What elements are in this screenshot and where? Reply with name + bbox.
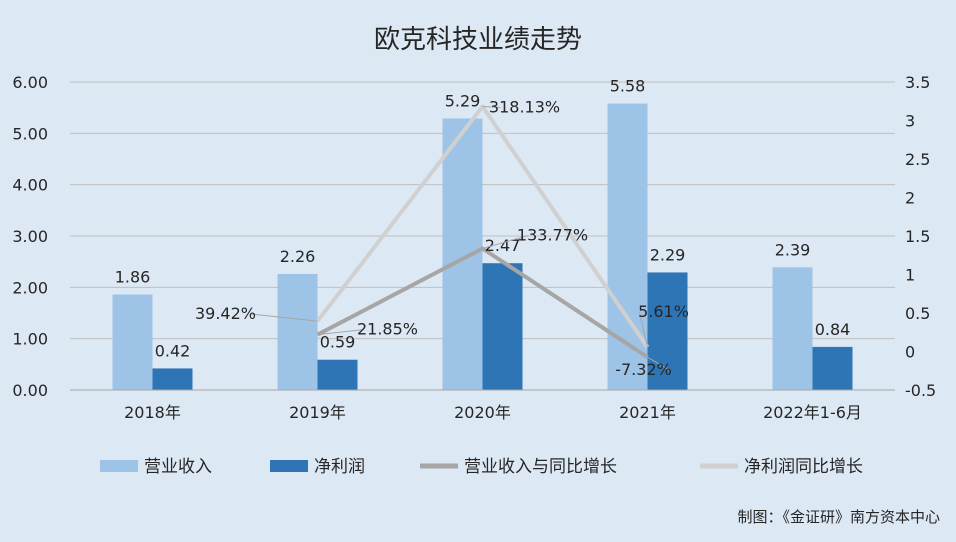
legend-swatch — [270, 460, 308, 472]
y-left-tick-label: 0.00 — [12, 381, 48, 400]
y-right-tick-label: 1 — [905, 266, 915, 285]
x-tick-label: 2019年 — [289, 403, 346, 422]
y-right-tick-label: 3.5 — [905, 73, 930, 92]
bar-data-label: 5.29 — [445, 91, 481, 110]
legend: 营业收入 净利润 营业收入与同比增长 净利润同比增长 — [100, 457, 863, 477]
data-labels: 1.86 2.26 5.29 5.58 2.39 0.42 0.59 2.47 2.29 0.84… — [115, 77, 851, 380]
y-right-tick-label: 0.5 — [905, 304, 930, 323]
bar-data-label: 1.86 — [115, 268, 151, 287]
y-right-tick-label: 3 — [905, 112, 915, 131]
y-right-tick-label: 2.5 — [905, 150, 930, 169]
leader-line — [639, 312, 648, 348]
y-right-tick-label: 1.5 — [905, 227, 930, 246]
bar-data-label: 2.29 — [650, 245, 686, 264]
axes: 0.00 1.00 2.00 3.00 4.00 5.00 6.00 -0.5 0 0.5 1 1.5… — [12, 73, 936, 422]
y-left-tick-label: 5.00 — [12, 124, 48, 143]
x-tick-label: 2022年1-6月 — [763, 403, 862, 422]
y-left-tick-label: 3.00 — [12, 227, 48, 246]
leader-line — [251, 313, 318, 322]
y-right-tick-label: 0 — [905, 343, 915, 362]
y-left-tick-label: 2.00 — [12, 278, 48, 297]
bar-revenue — [442, 118, 483, 391]
line-data-label: 39.42% — [195, 304, 256, 323]
bar-data-label: 0.42 — [155, 341, 191, 360]
leader-line — [317, 329, 364, 336]
leader-line — [482, 235, 529, 249]
line-data-label: 5.61% — [638, 302, 689, 321]
legend-label: 营业收入与同比增长 — [464, 457, 617, 477]
y-right-tick-label: 2 — [905, 189, 915, 208]
leader-line — [647, 356, 670, 371]
bar-net-profit — [482, 263, 523, 390]
bar-data-label: 0.59 — [320, 333, 356, 352]
bar-net-profit — [647, 272, 688, 390]
footer-credit: 制图：《金证研》南方资本中心 — [737, 508, 940, 526]
bar-data-label: 2.47 — [485, 236, 521, 255]
y-left-tick-label: 4.00 — [12, 176, 48, 195]
bar-net-profit — [812, 346, 853, 390]
y-left-tick-label: 1.00 — [12, 330, 48, 349]
bar-revenue — [112, 294, 153, 390]
leader-line — [482, 106, 501, 109]
legend-swatch — [100, 460, 138, 472]
y-right-tick-label: -0.5 — [905, 381, 936, 400]
bar-data-label: 5.58 — [610, 77, 646, 96]
bar-revenue — [277, 273, 318, 390]
line-data-label: -7.32% — [615, 360, 672, 379]
bar-data-label: 2.26 — [280, 247, 316, 266]
line-data-label: 133.77% — [517, 225, 588, 244]
x-tick-label: 2021年 — [619, 403, 676, 422]
line-data-label: 318.13% — [489, 98, 560, 117]
line-data-label: 21.85% — [357, 320, 418, 339]
y-left-tick-label: 6.00 — [12, 73, 48, 92]
legend-label: 营业收入 — [144, 457, 212, 477]
x-tick-label: 2020年 — [454, 403, 511, 422]
bar-data-label: 2.39 — [775, 240, 811, 259]
bar-net-profit — [317, 359, 358, 390]
legend-label: 净利润同比增长 — [744, 457, 863, 477]
bar-revenue — [772, 267, 813, 390]
legend-label: 净利润 — [314, 457, 365, 477]
x-tick-label: 2018年 — [124, 403, 181, 422]
bar-revenue — [607, 103, 648, 390]
bar-net-profit — [152, 368, 193, 390]
chart-title: 欧克科技业绩走势 — [374, 25, 582, 55]
bar-data-label: 0.84 — [815, 320, 851, 339]
